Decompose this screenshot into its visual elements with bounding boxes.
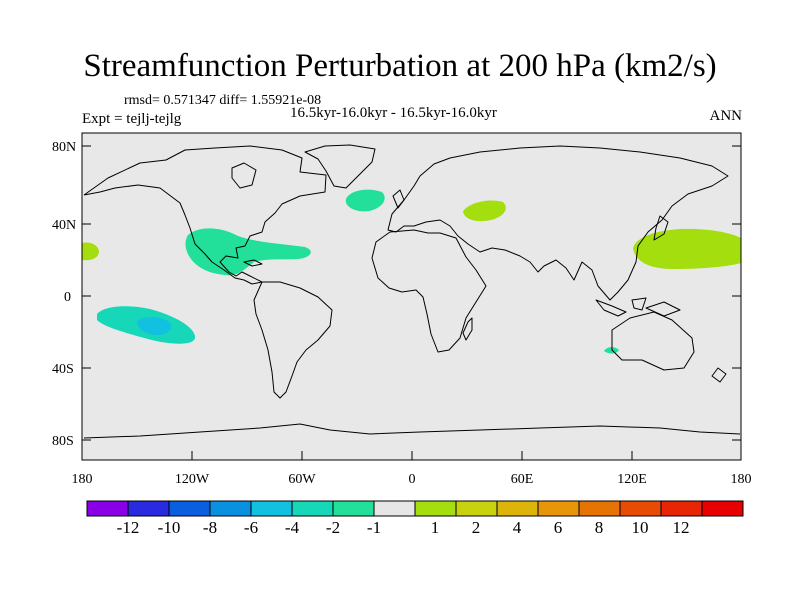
cuba bbox=[243, 259, 263, 267]
colorbar-box bbox=[578, 500, 621, 517]
colorbar-box bbox=[496, 500, 539, 517]
anomaly-north-atlantic bbox=[345, 189, 385, 212]
colorbar-label: 4 bbox=[513, 518, 522, 537]
lat-labels: 80N 40N 0 40S 80S bbox=[52, 140, 76, 449]
colorbar-box bbox=[332, 500, 375, 517]
colorbar-box bbox=[701, 500, 744, 517]
anomaly-indian-ocean bbox=[604, 347, 619, 354]
experiment-label: Expt = tejlj-tejlg bbox=[82, 111, 182, 127]
colorbar-box bbox=[414, 500, 457, 517]
colorbar-box bbox=[619, 500, 662, 517]
colorbar-label: -10 bbox=[158, 518, 181, 537]
anomaly-caspian bbox=[463, 200, 506, 222]
colorbar-label: -4 bbox=[285, 518, 300, 537]
lon-label-60w: 60W bbox=[288, 472, 316, 487]
colorbar-label: 12 bbox=[673, 518, 690, 537]
colorbar-label: 10 bbox=[632, 518, 649, 537]
anomaly-south-pacific-core bbox=[137, 317, 172, 336]
lat-ticks bbox=[82, 145, 741, 441]
lat-label-80s: 80S bbox=[52, 434, 74, 449]
colorbar-label: 8 bbox=[595, 518, 604, 537]
lat-label-40n: 40N bbox=[52, 218, 76, 233]
anomaly-dateline bbox=[82, 242, 99, 261]
period-label: 16.5kyr-16.0kyr - 16.5kyr-16.0kyr bbox=[290, 105, 497, 121]
map-background bbox=[82, 133, 741, 460]
eurasia-coast bbox=[387, 145, 729, 301]
antarctica-coast bbox=[83, 423, 741, 439]
lat-label-40s: 40S bbox=[52, 362, 74, 377]
plot-title: Streamfunction Perturbation at 200 hPa (… bbox=[83, 48, 717, 84]
colorbar-labels: -12 -10 -8 -6 -4 -2 -1 1 2 4 6 8 10 12 bbox=[117, 518, 690, 537]
lon-label-180e: 180 bbox=[731, 472, 752, 487]
colorbar-label: 6 bbox=[554, 518, 563, 537]
lon-label-60e: 60E bbox=[511, 472, 534, 487]
south-america-coast bbox=[253, 281, 333, 399]
colorbar-box bbox=[291, 500, 334, 517]
anomaly-eastern-pacific-mexico bbox=[185, 228, 311, 276]
colorbar-label: 1 bbox=[431, 518, 440, 537]
rmsd-diff-stats: rmsd= 0.571347 diff= 1.55921e-08 bbox=[124, 93, 322, 108]
africa-coast bbox=[371, 229, 487, 353]
uk-coast bbox=[392, 189, 405, 209]
colorbar bbox=[86, 500, 744, 517]
hudson-bay bbox=[231, 162, 257, 189]
lon-label-180w: 180 bbox=[72, 472, 93, 487]
colorbar-label: -6 bbox=[244, 518, 258, 537]
colorbar-box bbox=[660, 500, 703, 517]
colorbar-label: -12 bbox=[117, 518, 140, 537]
colorbar-box bbox=[127, 500, 170, 517]
lon-labels: 180 120W 60W 0 60E 120E 180 bbox=[72, 472, 752, 487]
anomaly-fields bbox=[82, 189, 741, 354]
lon-label-120w: 120W bbox=[175, 472, 210, 487]
anomaly-northwest-pacific bbox=[633, 228, 741, 269]
colorbar-label: -1 bbox=[367, 518, 381, 537]
colorbar-box bbox=[86, 500, 129, 517]
lon-label-0: 0 bbox=[409, 472, 416, 487]
colorbar-label: -8 bbox=[203, 518, 217, 537]
new-zealand bbox=[711, 367, 727, 383]
lat-label-80n: 80N bbox=[52, 140, 76, 155]
lon-label-120e: 120E bbox=[617, 472, 647, 487]
colorbar-box bbox=[537, 500, 580, 517]
lat-label-0: 0 bbox=[64, 290, 71, 305]
lon-ticks bbox=[81, 451, 742, 460]
colorbar-label: -2 bbox=[326, 518, 340, 537]
colorbar-box bbox=[373, 500, 416, 517]
colorbar-box bbox=[455, 500, 498, 517]
season-label: ANN bbox=[709, 108, 743, 124]
colorbar-box bbox=[209, 500, 252, 517]
colorbar-box bbox=[168, 500, 211, 517]
japan-coast bbox=[653, 215, 669, 241]
colorbar-label: 2 bbox=[472, 518, 481, 537]
north-america-coast bbox=[83, 145, 327, 285]
madagascar bbox=[462, 317, 473, 341]
colorbar-box bbox=[250, 500, 293, 517]
australia-coast bbox=[611, 311, 695, 371]
coastlines bbox=[83, 144, 741, 439]
greenland-coast bbox=[304, 144, 376, 189]
